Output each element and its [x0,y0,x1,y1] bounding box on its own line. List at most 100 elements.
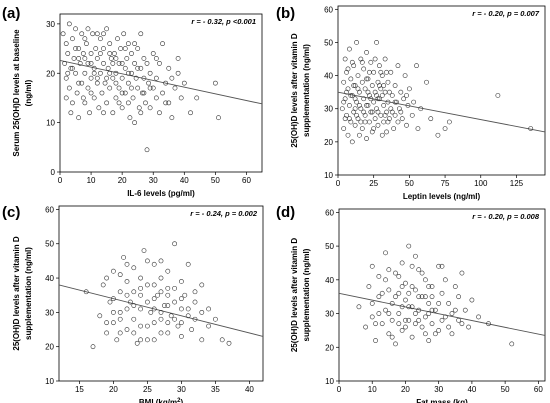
data-point [129,70,134,76]
data-point [175,56,181,61]
x-tick-label: 50 [211,176,220,185]
data-point [158,330,164,336]
x-tick-label: 10 [368,385,377,394]
data-point [161,303,167,308]
data-point [212,80,218,86]
data-point [178,306,184,312]
data-point [378,69,384,75]
data-point [105,65,111,71]
data-point [395,119,401,125]
data-point [442,314,448,320]
data-point [339,106,345,112]
x-tick-label: 100 [474,179,488,188]
data-point [111,268,116,274]
data-point [172,85,178,91]
data-point [141,248,147,254]
data-point [124,279,130,284]
data-point [436,328,442,333]
data-point [74,90,80,96]
panel-label: (a) [2,5,20,22]
data-point [111,51,117,56]
data-point [82,70,88,76]
x-tick-label: 20 [109,385,118,394]
data-point [117,289,123,295]
y-axis-title-line-2: (ng/ml) [24,79,33,106]
data-point [403,317,408,323]
data-point [402,73,408,78]
data-point [392,83,398,88]
data-point [93,46,99,51]
data-point [365,103,371,108]
correlation-annotation: r = - 0.20, p = 0.007 [472,9,540,18]
data-point [124,292,130,298]
data-point [199,309,205,315]
data-point [153,75,159,81]
data-point [391,126,397,132]
data-point [378,86,384,92]
data-point [101,60,106,66]
data-point [138,306,143,312]
data-point [84,41,89,47]
data-point [436,301,442,306]
data-point [375,122,381,128]
data-point [138,323,143,329]
data-point [113,70,119,76]
y-tick-label: 0 [51,168,56,177]
data-point [372,116,378,122]
data-point [153,95,159,101]
data-point [385,79,391,85]
data-point [374,106,379,112]
data-point [99,90,105,96]
data-point [138,31,144,37]
data-point [119,90,125,96]
data-point [125,100,131,106]
data-point [372,89,378,95]
data-point [449,311,455,316]
panel-label: (d) [276,204,295,221]
data-point [366,284,372,289]
data-point [79,31,85,37]
data-point [413,311,418,316]
data-point [365,89,371,95]
x-axis-title: IL-6 levels (pg/ml) [127,189,195,198]
data-point [409,284,415,289]
data-point [138,292,143,298]
data-point [168,313,174,319]
data-point [361,96,367,102]
data-point [83,289,89,295]
data-point [381,103,387,108]
panel-3: (c) r = - 0.24, p = 0.002 15 20 25 30 35 40 10 20… [2,204,264,403]
data-point [124,261,130,267]
data-point [114,337,120,343]
data-point [435,132,441,138]
data-point [132,41,137,47]
data-point [150,85,156,91]
data-point [147,70,153,76]
data-point [413,287,418,293]
data-point [456,294,462,300]
data-point [414,63,419,69]
x-tick-label: 0 [336,179,341,188]
data-point [386,287,392,293]
data-point [351,63,357,69]
data-point [379,93,385,98]
data-point [374,93,379,98]
data-point [212,316,218,322]
data-point [104,330,109,336]
data-point [452,284,458,289]
data-point [368,59,374,65]
data-point [392,112,398,118]
data-point [185,306,191,312]
data-point [166,100,172,106]
data-point [94,56,100,61]
correlation-annotation: r = - 0.32, p <0.001 [191,17,256,26]
data-point [359,126,365,132]
data-point [70,100,75,106]
data-point [369,314,375,320]
data-point [429,321,435,327]
data-point [419,270,425,276]
data-point [393,294,398,300]
data-point [125,80,131,86]
data-point [419,294,425,300]
x-tick-label: 75 [441,179,450,188]
